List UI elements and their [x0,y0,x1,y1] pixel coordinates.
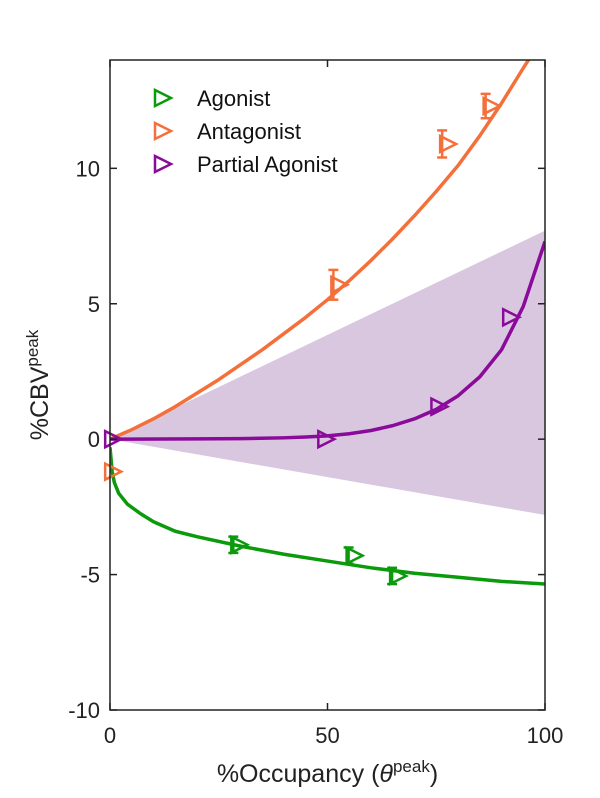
legend-label-antagonist: Antagonist [197,119,301,144]
legend-marker-antagonist [153,120,174,142]
antagonist-fit-curve [110,60,531,441]
y-tick-label: 0 [88,427,100,452]
fit-curves-layer [110,60,545,586]
y-axis-title: %CBVpeak [23,329,54,440]
agonist-fit-curve [110,447,545,586]
axis-ticks-layer: 0 50 100 -10 -5 0 5 10 [68,60,563,748]
x-tick-label: 0 [104,723,116,748]
legend: Agonist Antagonist Partial Agonist [153,86,338,177]
agonist-data-point [345,545,366,566]
y-tick-label: -10 [68,698,100,723]
y-tick-label: 5 [88,292,100,317]
agonist-data-point [230,534,251,555]
y-tick-label: 10 [76,156,100,181]
legend-marker-partial-agonist [153,153,174,175]
partial-agonist-data-point [103,429,124,450]
y-axis-title-main: %CBV [26,366,54,440]
antagonist-error-bar [437,129,448,159]
x-axis-title-superscript: peak [393,757,430,776]
legend-label-partial-agonist: Partial Agonist [197,152,338,177]
partial-agonist-confidence-band [110,230,545,515]
antagonist-error-bar [480,92,491,120]
legend-entry-antagonist: Antagonist [153,119,301,144]
legend-marker-agonist [153,87,174,109]
legend-entry-partial-agonist: Partial Agonist [153,152,338,177]
antagonist-data-point [103,461,124,482]
legend-label-agonist: Agonist [197,86,270,111]
y-tick-label: -5 [80,563,100,588]
partial-agonist-data-point [430,396,451,417]
antagonist-data-point [330,274,351,295]
antagonist-error-bar [328,268,339,301]
agonist-data-point [388,565,409,586]
x-axis-title-suffix: ) [430,760,438,788]
antagonist-data-point [438,133,459,154]
x-axis-title-prefix: %Occupancy ( [217,760,380,788]
antagonist-data-point [482,96,503,117]
data-markers-layer [103,92,522,586]
partial-agonist-fit-curve [110,240,545,441]
x-tick-label: 100 [527,723,564,748]
shaded-region-layer [110,230,545,515]
y-axis-title-superscript: peak [23,329,42,366]
legend-entry-agonist: Agonist [153,86,270,111]
x-axis-title-symbol: θ [379,760,393,788]
partial-agonist-data-point [501,307,522,328]
partial-agonist-data-point [317,429,338,450]
x-axis-title: %Occupancy (θpeak) [217,757,438,788]
x-tick-label: 50 [315,723,339,748]
